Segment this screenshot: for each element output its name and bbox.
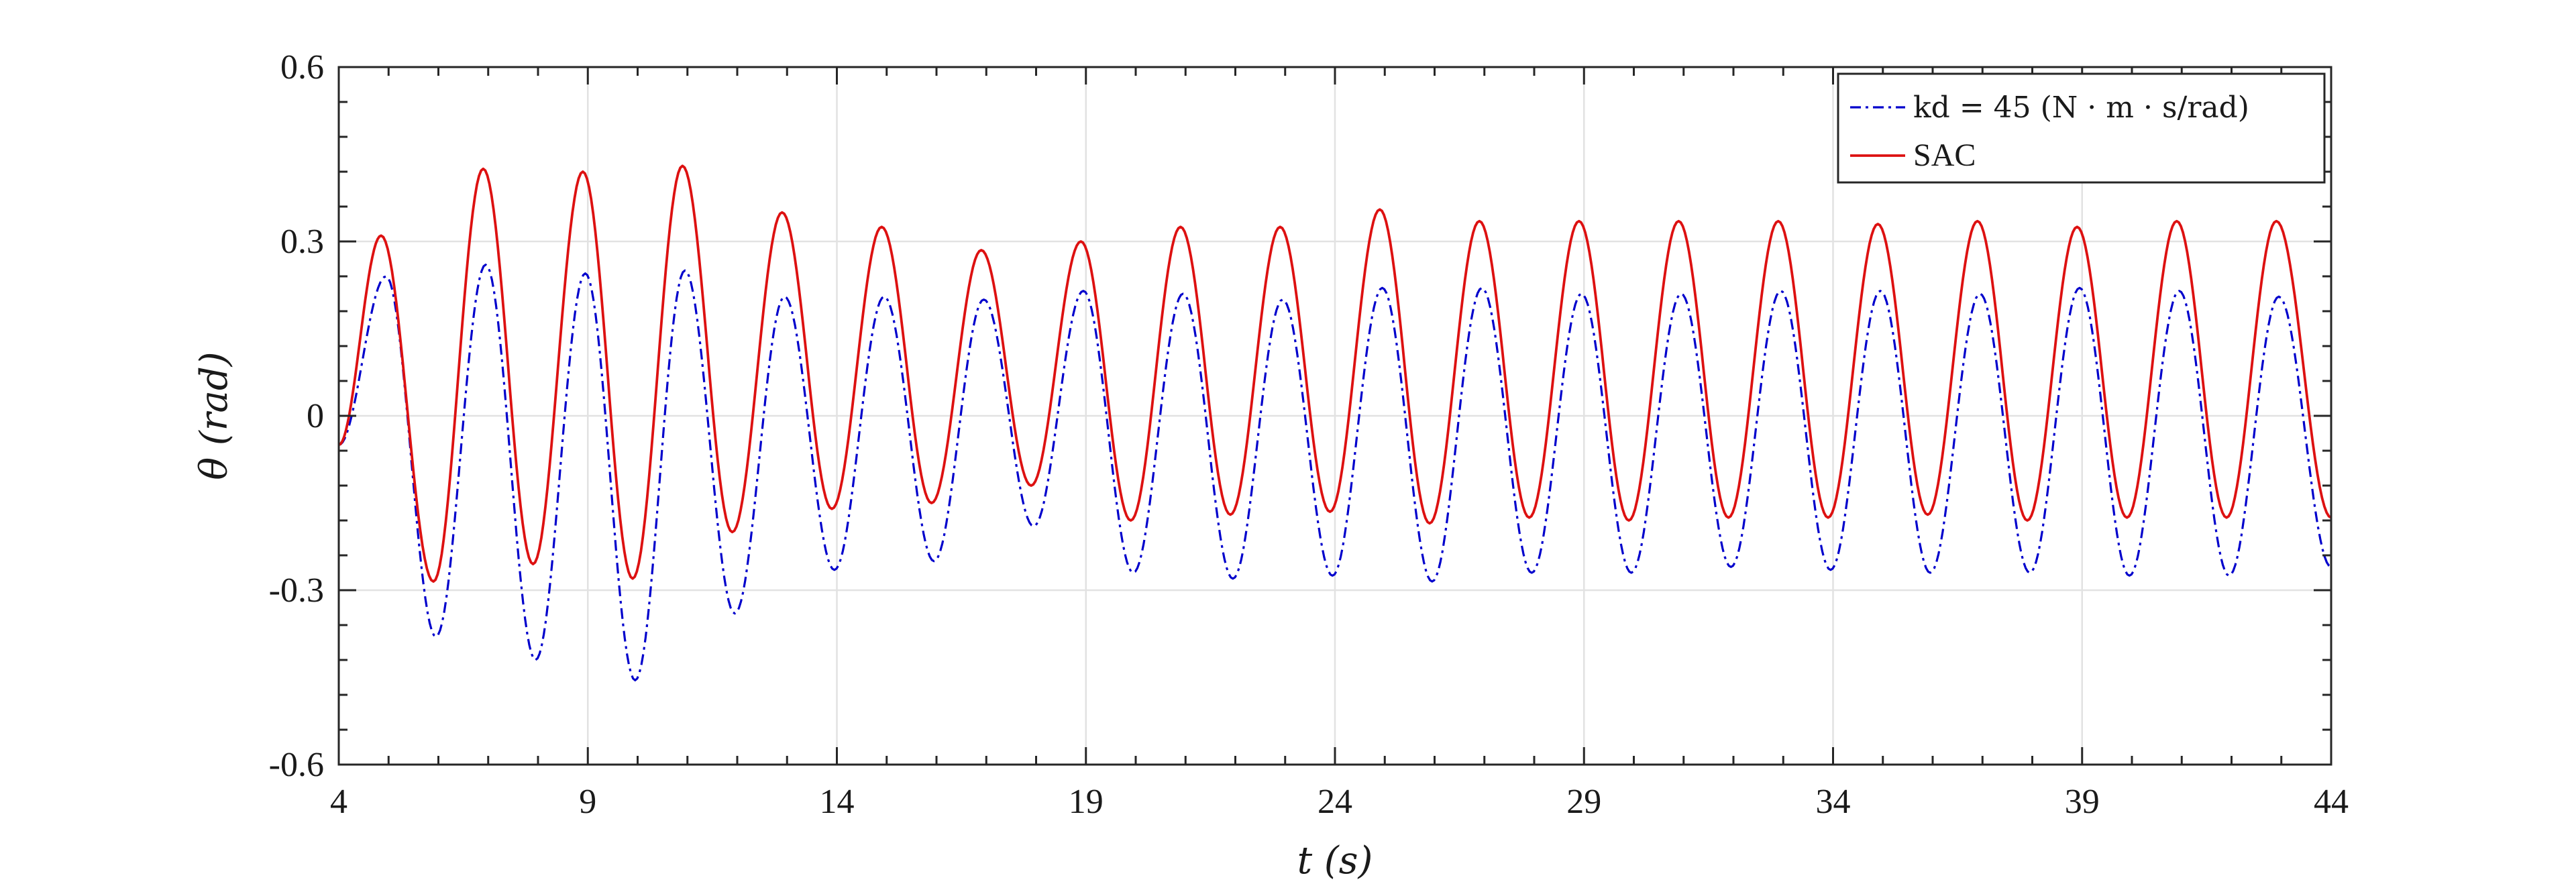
x-tick-label-34: 34 xyxy=(1816,783,1851,821)
y-axis-label: θ (rad) xyxy=(193,351,236,480)
tick-labels: 4 9 14 19 24 29 34 39 44 -0.6 -0.3 0 0.3 0.6 xyxy=(269,48,2349,821)
y-tick-label--0.3: -0.3 xyxy=(269,571,324,610)
legend-label-sac: SAC xyxy=(1913,137,1976,173)
series-kd-45 xyxy=(339,264,2331,681)
legend-box xyxy=(1837,72,2326,184)
y-tick-label-0.6: 0.6 xyxy=(280,48,324,87)
x-tick-label-24: 24 xyxy=(1318,783,1352,821)
x-tick-label-19: 19 xyxy=(1069,783,1104,821)
x-tick-label-9: 9 xyxy=(579,783,596,821)
series-sac xyxy=(339,164,2331,583)
x-axis-label: t (s) xyxy=(1297,839,1373,883)
x-tick-label-4: 4 xyxy=(330,783,347,821)
y-tick-label-0.3: 0.3 xyxy=(280,223,324,261)
x-tick-label-29: 29 xyxy=(1566,783,1601,821)
series-layer xyxy=(339,164,2331,681)
legend: kd = 45 (N · m · s/rad) SAC xyxy=(1837,72,2326,184)
x-tick-label-39: 39 xyxy=(2065,783,2100,821)
x-tick-label-14: 14 xyxy=(820,783,855,821)
legend-label-kd: kd = 45 (N · m · s/rad) xyxy=(1913,91,2249,125)
y-tick-label--0.6: -0.6 xyxy=(269,746,324,784)
y-tick-label-0: 0 xyxy=(307,397,324,435)
x-tick-label-44: 44 xyxy=(2314,783,2349,821)
